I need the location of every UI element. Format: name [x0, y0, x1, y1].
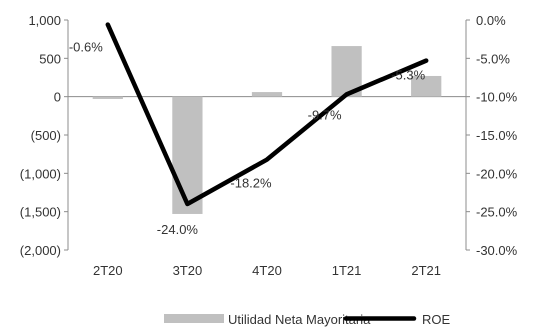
- left-tick-label: (1,000): [20, 166, 61, 181]
- x-tick-label: 2T20: [93, 263, 123, 278]
- x-axis-ticks: 2T20 3T20 4T20 1T21 2T21: [93, 263, 441, 278]
- right-tick-label: 0.0%: [476, 13, 506, 28]
- legend-label-line: ROE: [422, 312, 451, 327]
- right-tick-label: -5.0%: [476, 51, 510, 66]
- right-axis-ticks: 0.0% -5.0% -10.0% -15.0% -20.0% -25.0% -30.0%: [466, 13, 518, 258]
- x-tick-label: 3T20: [173, 263, 203, 278]
- roe-data-label: -5.3%: [391, 68, 425, 83]
- left-axis-ticks: 1,000 500 0 (500) (1,000) (1,500) (2,000): [20, 13, 68, 258]
- left-tick-label: 500: [39, 51, 61, 66]
- legend: Utilidad Neta Mayoritaria ROE: [164, 312, 451, 327]
- legend-swatch-bar: [164, 314, 224, 323]
- roe-line-series: [105, 22, 429, 207]
- bar-2T20: [92, 96, 123, 99]
- right-tick-label: -25.0%: [476, 205, 518, 220]
- bar-2T21: [411, 75, 442, 97]
- roe-data-labels: -0.6% -24.0% -18.2% -9.7% -5.3%: [69, 40, 426, 237]
- left-tick-label: (1,500): [20, 205, 61, 220]
- x-tick-label: 1T21: [332, 263, 362, 278]
- x-tick-label: 2T21: [411, 263, 441, 278]
- axes: [67, 20, 467, 250]
- roe-data-label: -18.2%: [230, 176, 272, 191]
- right-tick-label: -30.0%: [476, 243, 518, 258]
- roe-data-label: -24.0%: [157, 222, 199, 237]
- right-tick-label: -20.0%: [476, 166, 518, 181]
- bar-series: [92, 46, 442, 214]
- roe-data-label: -9.7%: [308, 107, 342, 122]
- left-tick-label: (500): [31, 128, 61, 143]
- bar-4T20: [251, 92, 283, 97]
- roe-data-label: -0.6%: [69, 40, 103, 55]
- left-tick-label: 1,000: [28, 13, 61, 28]
- left-tick-label: 0: [54, 90, 61, 105]
- bar-3T20: [172, 96, 203, 214]
- right-tick-label: -10.0%: [476, 90, 518, 105]
- right-tick-label: -15.0%: [476, 128, 518, 143]
- left-tick-label: (2,000): [20, 243, 61, 258]
- x-tick-label: 4T20: [252, 263, 282, 278]
- legend-label-bar: Utilidad Neta Mayoritaria: [228, 312, 371, 327]
